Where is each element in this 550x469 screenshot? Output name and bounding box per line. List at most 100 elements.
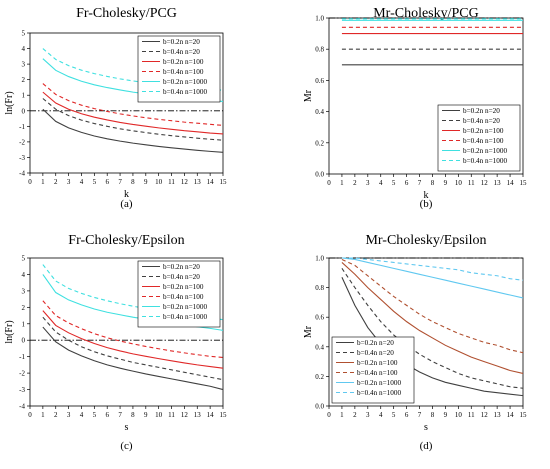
- legend-entry: b=0.2n n=1000: [463, 147, 507, 155]
- x-tick-label: 0: [327, 179, 331, 187]
- y-tick-label: 1.0: [315, 255, 324, 263]
- y-tick-label: 1.0: [315, 15, 324, 23]
- chart-title: Mr-Cholesky/Epsilon: [365, 233, 486, 248]
- x-tick-label: 1: [41, 178, 45, 186]
- x-tick-label: 11: [468, 179, 475, 187]
- legend-entry: b=0.4n n=20: [357, 349, 394, 357]
- chart-title: Fr-Cholesky/Epsilon: [68, 233, 184, 248]
- y-tick-label: 2: [22, 76, 26, 84]
- legend-entry: b=0.4n n=1000: [163, 88, 207, 96]
- x-tick-label: 7: [418, 411, 422, 419]
- legend-entry: b=0.4n n=100: [463, 137, 504, 145]
- y-tick-label: 1: [22, 92, 26, 100]
- y-tick-label: -1: [19, 123, 25, 131]
- legend-entry: b=0.4n n=100: [163, 68, 204, 76]
- y-tick-label: 0.6: [315, 77, 324, 85]
- x-axis-label: k: [124, 189, 129, 200]
- series-line-2: [42, 310, 224, 369]
- y-tick-label: 1: [22, 320, 26, 328]
- legend-entry: b=0.4n n=1000: [163, 313, 207, 321]
- x-tick-label: 12: [481, 411, 489, 419]
- series-line-3: [42, 300, 224, 359]
- y-tick-label: 0.2: [315, 373, 324, 381]
- legend-entry: b=0.2n n=100: [163, 58, 204, 66]
- series-line-0: [42, 326, 224, 391]
- plot-frame: [29, 257, 224, 407]
- y-tick-label: 5: [22, 30, 26, 38]
- legend-entry: b=0.4n n=100: [163, 293, 204, 301]
- y-tick-label: 0.6: [315, 314, 324, 322]
- series-line-1: [42, 316, 224, 381]
- x-tick-label: 6: [105, 178, 109, 186]
- x-tick-label: 11: [168, 411, 175, 419]
- x-tick-label: 10: [455, 411, 463, 419]
- series-line-0: [42, 108, 224, 153]
- y-axis-label: ln(Fr): [4, 320, 15, 343]
- x-tick-label: 15: [520, 179, 528, 187]
- x-tick-label: 1: [41, 411, 45, 419]
- y-tick-label: 0.8: [315, 284, 324, 292]
- legend-entry: b=0.2n n=20: [463, 107, 500, 115]
- panel-label: (a): [120, 198, 133, 210]
- x-tick-label: 6: [105, 411, 109, 419]
- series-line-4: [341, 257, 524, 299]
- x-tick-label: 8: [131, 178, 135, 186]
- x-tick-label: 10: [155, 178, 163, 186]
- y-tick-label: -4: [19, 170, 25, 178]
- y-tick-label: -3: [19, 386, 25, 394]
- legend-entry: b=0.4n n=20: [163, 273, 200, 281]
- x-tick-label: 3: [366, 411, 370, 419]
- y-tick-label: 0.0: [315, 403, 324, 411]
- y-axis-label: Mr: [303, 89, 314, 102]
- y-tick-label: 0: [22, 107, 26, 115]
- legend: b=0.2n n=20 b=0.4n n=20 b=0.2n n=100 b=0.4n…: [437, 104, 521, 172]
- x-tick-label: 4: [80, 411, 84, 419]
- x-tick-label: 4: [379, 411, 383, 419]
- series-line-1: [42, 98, 224, 141]
- series-line-3: [341, 258, 524, 354]
- chart-title: Fr-Cholesky/PCG: [76, 6, 177, 21]
- legend-entry: b=0.2n n=1000: [163, 78, 207, 86]
- x-tick-label: 7: [118, 178, 122, 186]
- y-tick-label: 2: [22, 304, 26, 312]
- x-tick-label: 1: [340, 179, 344, 187]
- legend: b=0.2n n=20 b=0.4n n=20 b=0.2n n=100 b=0.4n…: [137, 35, 221, 103]
- legend-entry: b=0.4n n=1000: [357, 389, 401, 397]
- y-tick-label: 0.8: [315, 46, 324, 54]
- x-tick-label: 12: [181, 411, 189, 419]
- x-tick-label: 3: [67, 178, 71, 186]
- series-line-2: [341, 262, 524, 374]
- x-tick-label: 13: [494, 411, 502, 419]
- legend-entry: b=0.4n n=1000: [463, 157, 507, 165]
- x-tick-label: 11: [168, 178, 175, 186]
- x-tick-label: 9: [444, 179, 448, 187]
- legend-entry: b=0.2n n=100: [163, 283, 204, 291]
- x-tick-label: 0: [28, 411, 32, 419]
- y-tick-label: 0.0: [315, 171, 324, 179]
- x-tick-label: 7: [418, 179, 422, 187]
- series-line-3: [42, 83, 224, 126]
- x-tick-label: 3: [366, 179, 370, 187]
- x-tick-label: 2: [353, 411, 357, 419]
- panel-label: (c): [120, 440, 133, 452]
- x-tick-label: 7: [118, 411, 122, 419]
- x-tick-label: 0: [28, 178, 32, 186]
- x-tick-label: 2: [54, 178, 58, 186]
- x-tick-label: 6: [405, 179, 409, 187]
- x-tick-label: 13: [494, 179, 502, 187]
- x-tick-label: 14: [207, 411, 215, 419]
- x-tick-label: 14: [507, 411, 515, 419]
- panel-label: (d): [420, 440, 433, 452]
- y-tick-label: -2: [19, 370, 25, 378]
- x-tick-label: 2: [353, 179, 357, 187]
- plot-frame: [29, 32, 224, 174]
- y-tick-label: -2: [19, 138, 25, 146]
- y-tick-label: 0.4: [315, 108, 324, 116]
- series-line-1: [341, 268, 524, 389]
- x-axis-label: s: [125, 422, 129, 433]
- x-tick-label: 12: [481, 179, 489, 187]
